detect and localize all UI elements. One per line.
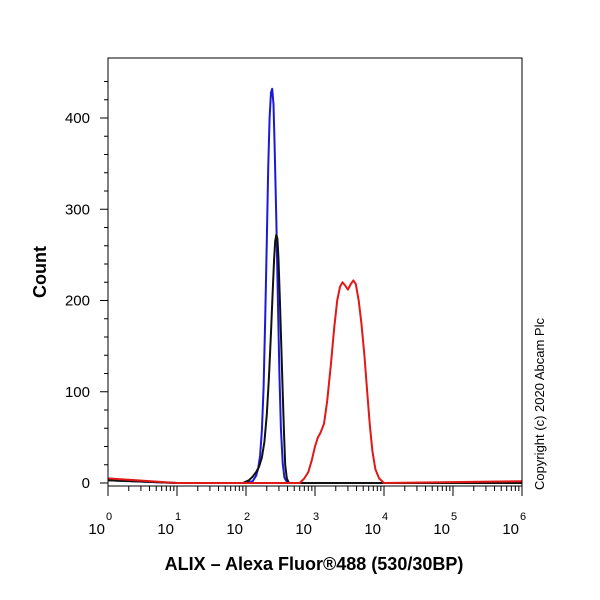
x-tick-label-base: 10 bbox=[226, 521, 243, 538]
x-tick-label-base: 10 bbox=[364, 521, 381, 538]
y-axis: 0 100 200 300 400 bbox=[65, 81, 108, 492]
x-tick-label-exponent: 2 bbox=[244, 511, 250, 523]
series-line-3 bbox=[107, 279, 523, 484]
x-axis-title: ALIX – Alexa Fluor®488 (530/30BP) bbox=[165, 554, 464, 574]
x-tick-label-base: 10 bbox=[157, 521, 174, 538]
x-tick-label-base: 10 bbox=[88, 521, 105, 538]
series-layer bbox=[107, 87, 523, 484]
x-tick-label-base: 10 bbox=[295, 521, 312, 538]
x-tick-label-exponent: 3 bbox=[313, 511, 319, 523]
x-tick-label-base: 10 bbox=[433, 521, 450, 538]
x-tick-label-exponent: 5 bbox=[451, 511, 457, 523]
x-tick-label-exponent: 6 bbox=[520, 511, 526, 523]
plot-frame bbox=[107, 57, 523, 487]
y-tick-label: 400 bbox=[65, 110, 90, 127]
y-tick-label: 300 bbox=[65, 201, 90, 218]
copyright-annotation: Copyright (c) 2020 Abcam Plc bbox=[532, 318, 547, 490]
x-tick-label-exponent: 0 bbox=[106, 511, 112, 523]
y-axis-title: Count bbox=[30, 246, 50, 298]
y-tick-label: 0 bbox=[82, 475, 90, 492]
x-tick-label-exponent: 4 bbox=[382, 511, 388, 523]
x-tick-label-base: 10 bbox=[502, 521, 519, 538]
y-tick-label: 200 bbox=[65, 293, 90, 310]
x-tick-label-exponent: 1 bbox=[175, 511, 181, 523]
series-line-2 bbox=[107, 233, 522, 484]
y-tick-label: 100 bbox=[65, 384, 90, 401]
series-line-1 bbox=[107, 87, 522, 484]
